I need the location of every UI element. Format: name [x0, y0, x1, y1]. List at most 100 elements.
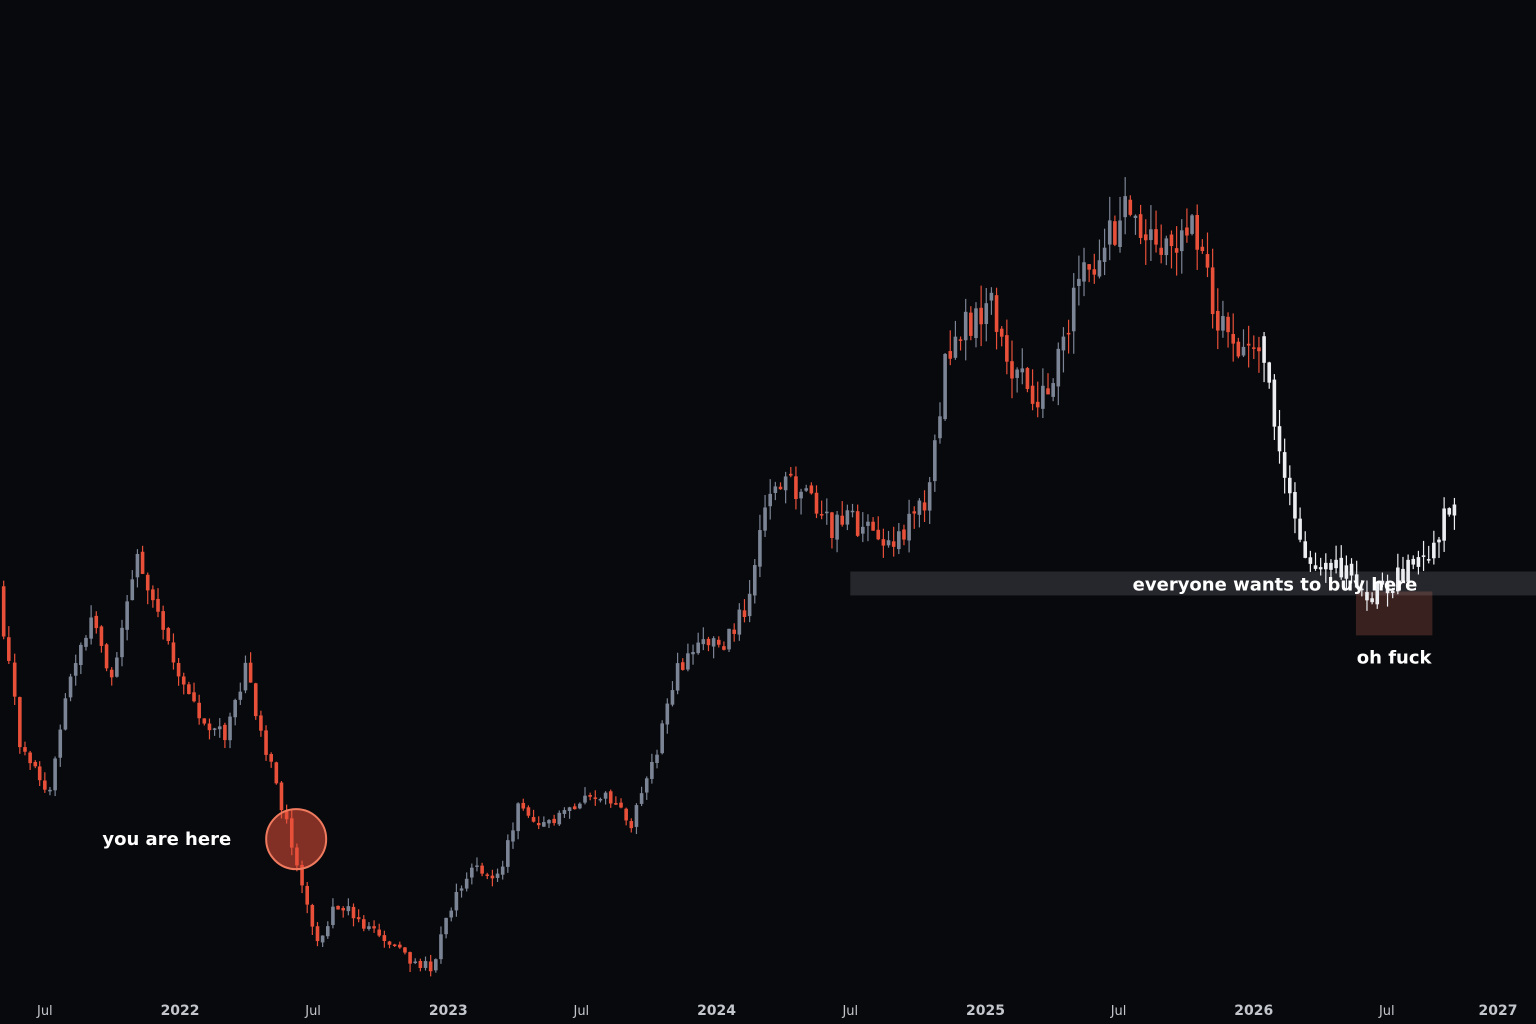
candle — [1020, 348, 1025, 385]
candle-body — [99, 626, 104, 646]
candle-body — [228, 716, 232, 741]
x-tick-label: 2026 — [1234, 1003, 1273, 1019]
candle — [372, 920, 376, 933]
candle — [73, 654, 78, 686]
candle-body — [1406, 559, 1410, 582]
candle — [217, 718, 222, 738]
candle — [233, 698, 237, 726]
candle — [886, 530, 891, 548]
candle-body — [727, 628, 731, 650]
candle — [1360, 580, 1364, 597]
candle-body — [629, 821, 634, 829]
candle — [1313, 552, 1318, 571]
candle-body — [181, 676, 186, 685]
candle-body — [824, 511, 829, 514]
candle-body — [1149, 229, 1153, 241]
candle — [1226, 312, 1230, 348]
candle — [37, 761, 42, 787]
candle — [732, 623, 736, 642]
candle — [1210, 248, 1215, 329]
candle-body — [1334, 559, 1338, 569]
candle-body — [392, 944, 397, 947]
candle — [351, 903, 356, 927]
candle-body — [562, 810, 567, 814]
candle — [325, 921, 330, 939]
candle — [979, 285, 983, 347]
x-tick-label: 2025 — [966, 1003, 1005, 1019]
candle — [361, 915, 366, 932]
candle — [547, 819, 551, 829]
candle — [711, 636, 716, 659]
candle — [398, 941, 402, 949]
candle-body — [943, 353, 947, 420]
candle — [151, 585, 155, 608]
candle — [824, 498, 829, 525]
candle-body — [902, 529, 906, 540]
candle-body — [28, 752, 32, 764]
candle-body — [994, 295, 999, 332]
candle — [274, 761, 279, 785]
candle — [53, 756, 57, 797]
x-tick-label: Jul — [1378, 1004, 1395, 1019]
candle — [1082, 247, 1086, 297]
candle — [1087, 263, 1091, 283]
candle-body — [891, 541, 896, 547]
candle — [763, 495, 767, 537]
candle-body — [619, 802, 623, 808]
candle — [1246, 325, 1251, 368]
candle-body — [614, 803, 618, 805]
candle-body — [37, 766, 42, 781]
candle-body — [531, 817, 536, 822]
x-tick-label: 2023 — [429, 1003, 468, 1019]
candle — [135, 549, 140, 588]
candle — [454, 883, 459, 917]
candle — [1287, 465, 1292, 506]
candle — [264, 725, 268, 761]
candle-body — [608, 791, 613, 804]
candle-body — [135, 553, 140, 578]
candle-body — [999, 328, 1004, 337]
candle — [783, 471, 788, 504]
candle-body — [542, 822, 546, 827]
candle-body — [758, 530, 762, 567]
candle-body — [624, 808, 628, 821]
candle-body — [1447, 508, 1452, 515]
candle — [1432, 530, 1436, 565]
candle — [747, 579, 752, 623]
candle — [1071, 273, 1076, 354]
candle-body — [1339, 557, 1344, 578]
candle — [845, 504, 850, 531]
candle-body — [1432, 542, 1436, 559]
candle — [1169, 230, 1174, 269]
candle-body — [300, 864, 304, 886]
candle-body — [1293, 492, 1297, 519]
candle — [1329, 559, 1333, 578]
candle — [686, 643, 690, 672]
candle-body — [156, 598, 160, 612]
candle-body — [1267, 362, 1272, 383]
candle-body — [434, 959, 438, 971]
candle — [881, 528, 886, 558]
candle — [187, 681, 191, 695]
candle-body — [248, 662, 253, 683]
candle — [953, 320, 958, 360]
candle-body — [547, 820, 551, 824]
candle — [830, 511, 834, 549]
candle — [181, 672, 186, 695]
candle — [655, 749, 659, 769]
candle — [1282, 438, 1287, 494]
candle — [1066, 319, 1071, 354]
candle-body — [1375, 582, 1380, 605]
candle-body — [176, 662, 181, 677]
candle-body — [1221, 316, 1225, 331]
candle — [814, 485, 819, 519]
candle — [485, 872, 490, 880]
candle-body — [907, 513, 911, 541]
candle-body — [1020, 368, 1025, 373]
candle-body — [768, 493, 773, 507]
candle — [1277, 409, 1282, 464]
candle-body — [696, 642, 700, 654]
candle — [58, 724, 63, 767]
candle-body — [711, 638, 716, 647]
candle-body — [686, 653, 690, 670]
